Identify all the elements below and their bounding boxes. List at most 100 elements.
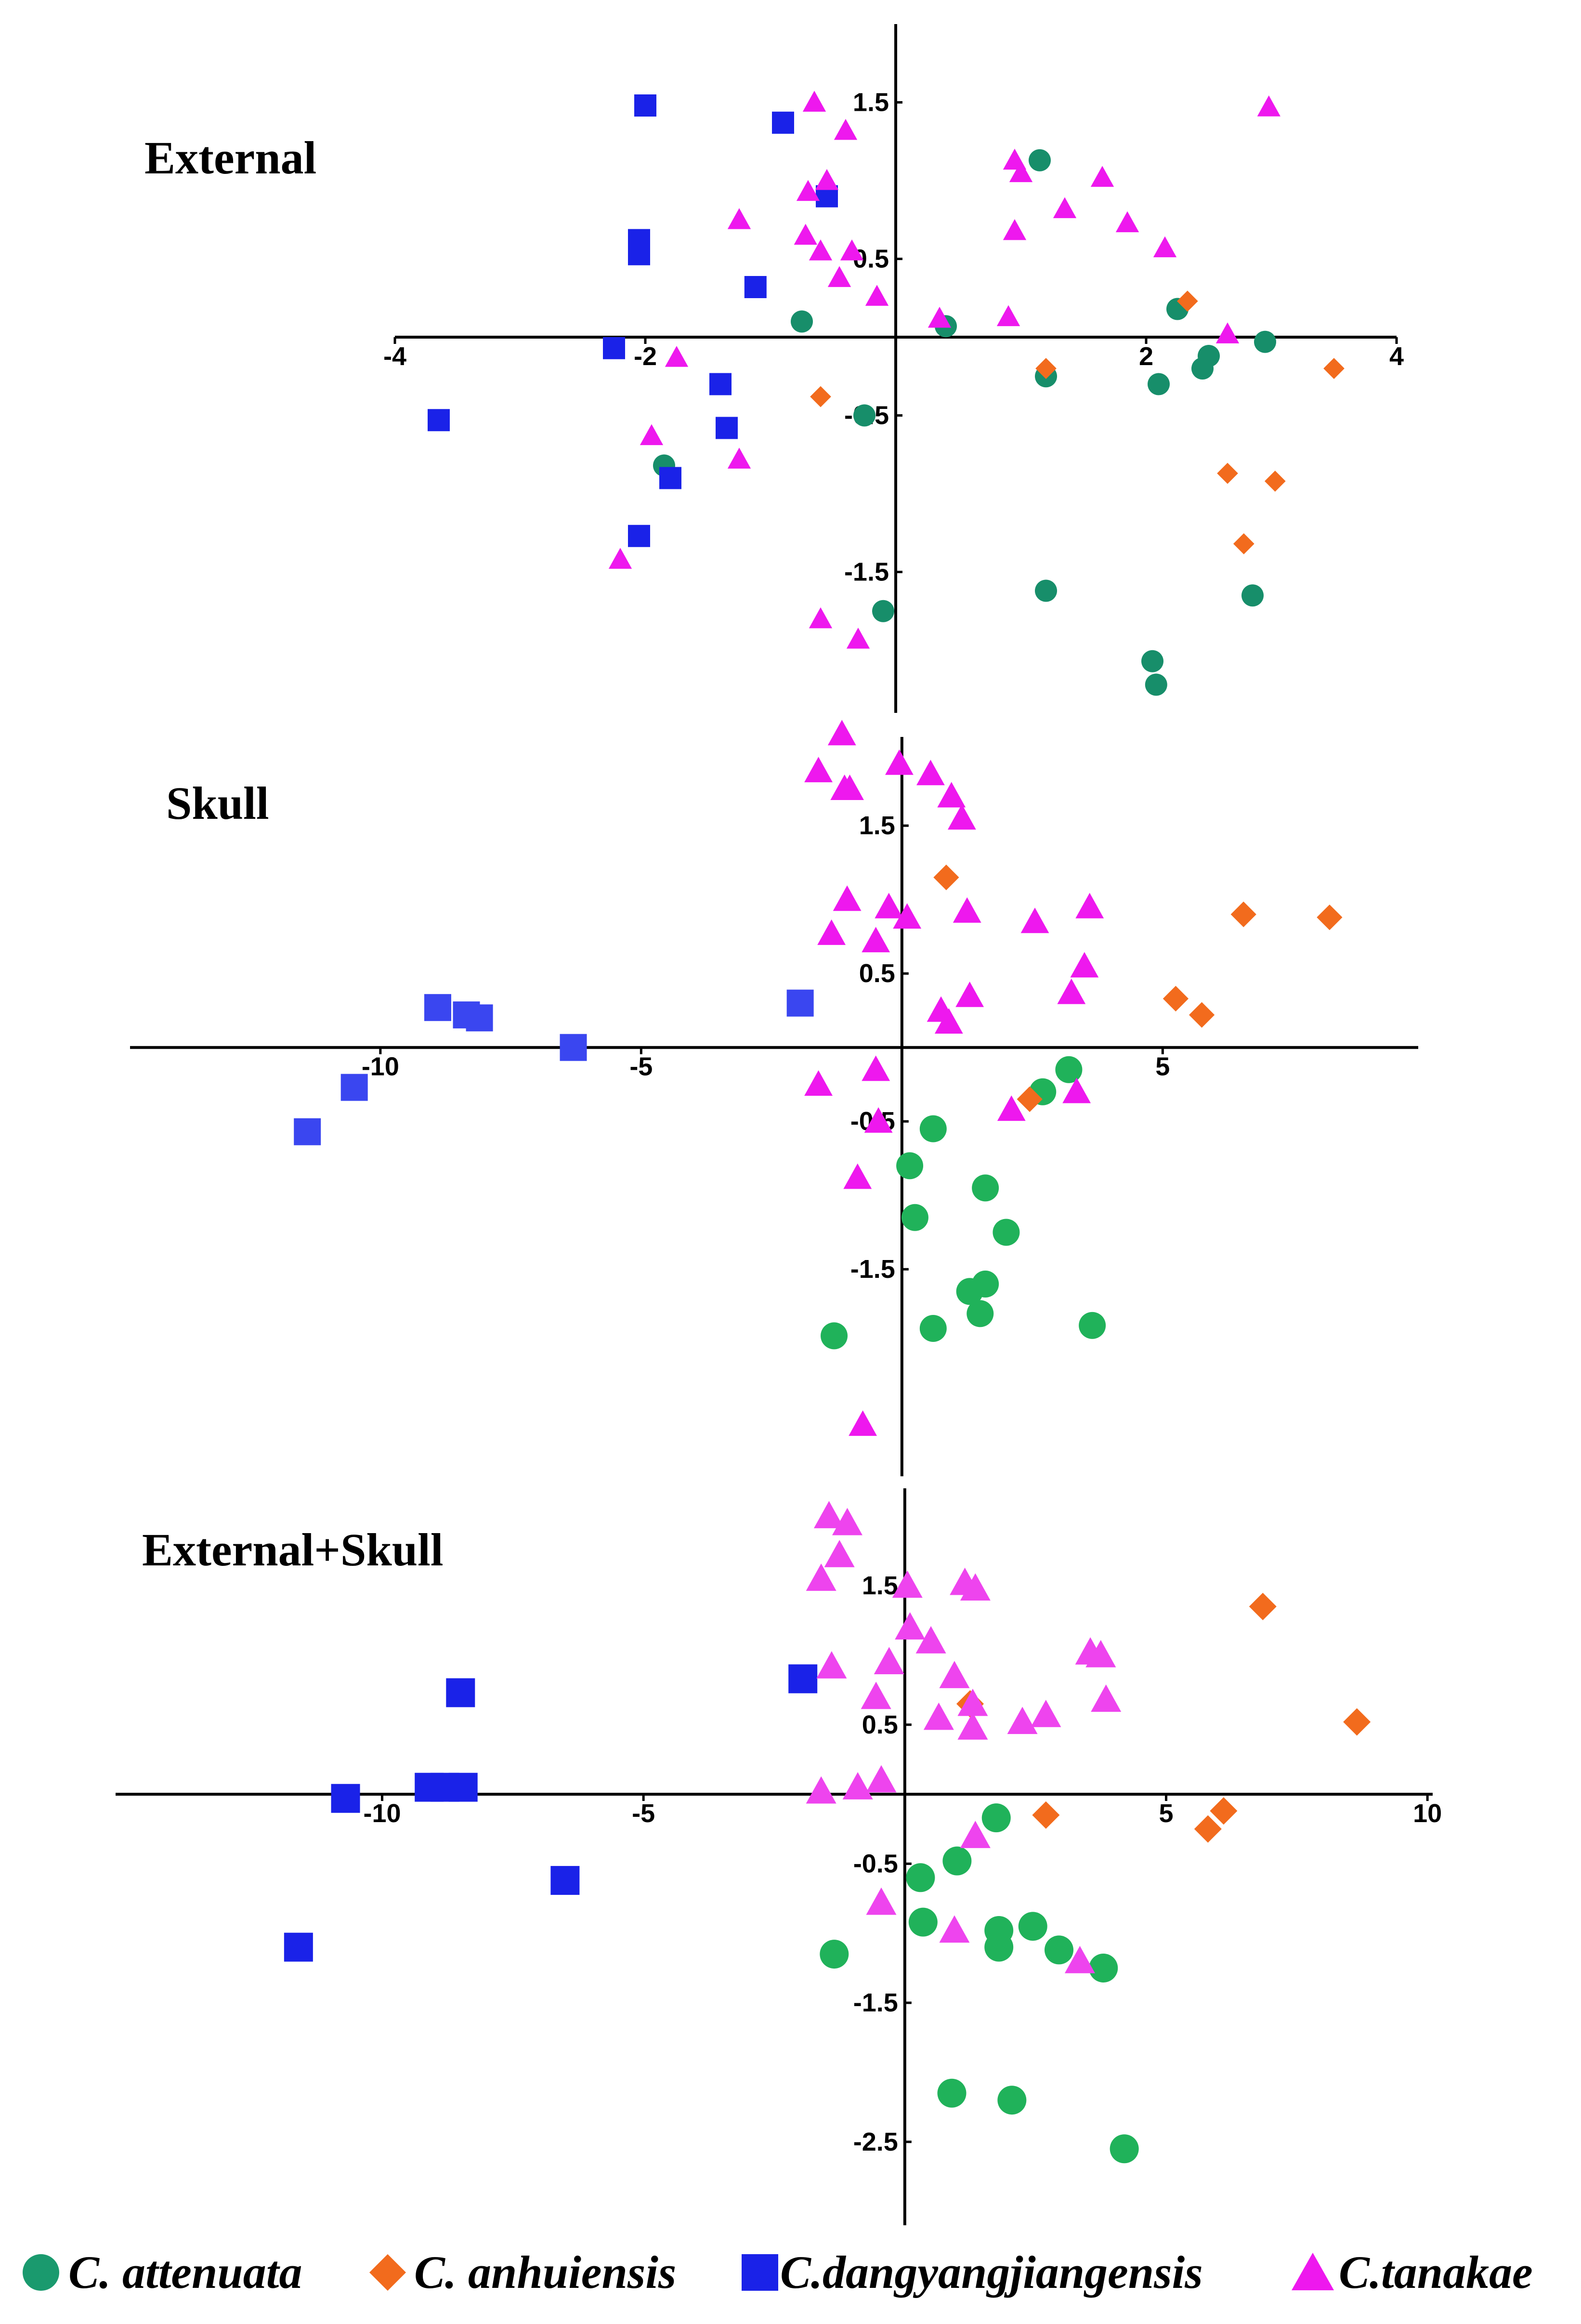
point-triangle-external — [996, 305, 1020, 327]
point-triangle-external — [827, 266, 851, 287]
point-circle-skull — [967, 1300, 994, 1327]
point-square-skull — [466, 1004, 493, 1032]
point-triangle-external — [865, 285, 889, 306]
point-circle-external — [791, 310, 813, 333]
legend-marker-square — [742, 2254, 778, 2291]
y-tick-label: 1.5 — [853, 88, 889, 117]
point-triangle-external-skull — [960, 1821, 991, 1848]
point-triangle-external-skull — [915, 1626, 946, 1654]
point-square-external-skull — [446, 1678, 475, 1707]
point-triangle-external-skull — [960, 1573, 991, 1601]
point-circle-skull — [1055, 1056, 1083, 1083]
x-tick-label: 5 — [1155, 1052, 1170, 1081]
point-diamond-skull — [1189, 1002, 1215, 1028]
point-triangle-skull — [836, 775, 864, 800]
point-circle-external — [1148, 373, 1170, 395]
point-diamond-skull — [933, 865, 959, 891]
point-circle-external — [1029, 149, 1051, 171]
point-circle-external-skull — [906, 1863, 935, 1892]
point-triangle-skull — [1075, 893, 1104, 919]
point-triangle-external-skull — [1085, 1640, 1116, 1668]
point-triangle-external — [1257, 95, 1280, 117]
point-triangle-skull — [817, 919, 846, 945]
point-square-external — [634, 94, 656, 117]
point-triangle-external — [727, 447, 751, 469]
point-circle-external — [1145, 673, 1167, 696]
point-triangle-external-skull — [806, 1776, 836, 1804]
x-tick-label: -4 — [383, 342, 406, 371]
point-triangle-external-skull — [842, 1772, 873, 1799]
point-circle-skull — [821, 1322, 848, 1350]
point-circle-skull — [919, 1115, 947, 1142]
point-triangle-external — [640, 424, 664, 446]
point-square-external — [716, 417, 738, 439]
point-square-external — [603, 337, 625, 359]
point-circle-external — [872, 600, 894, 622]
point-circle-skull — [896, 1152, 924, 1180]
point-triangle-external-skull — [866, 1765, 897, 1793]
y-tick-label: -1.5 — [844, 558, 889, 587]
point-circle-external — [1198, 345, 1220, 367]
x-tick-label: 2 — [1139, 342, 1153, 371]
legend: C. attenuata C. anhuiensis C.dangyangjia… — [23, 2246, 1533, 2298]
point-square-skull — [294, 1118, 321, 1145]
point-square-skull — [424, 994, 451, 1021]
point-square-external — [628, 243, 650, 265]
point-triangle-external-skull — [806, 1563, 836, 1591]
point-diamond-external — [1176, 290, 1198, 312]
point-circle-external-skull — [942, 1846, 972, 1876]
point-circle-skull — [993, 1219, 1020, 1246]
point-circle-external — [1141, 650, 1163, 672]
point-triangle-external-skull — [816, 1651, 847, 1679]
point-triangle-external — [834, 118, 858, 140]
point-diamond-external-skull — [1194, 1815, 1222, 1843]
point-circle-external — [1035, 579, 1057, 602]
panel-skull: Skull -10-551.50.5-0.5-1.5 — [130, 720, 1418, 1476]
point-square-external-skull — [331, 1784, 360, 1813]
point-triangle-external — [802, 91, 826, 112]
point-square-external-skull — [550, 1866, 580, 1895]
point-triangle-external — [809, 239, 833, 261]
point-square-skull — [340, 1074, 368, 1101]
point-triangle-external — [1090, 166, 1114, 187]
point-triangle-external-skull — [832, 1508, 862, 1536]
legend-label-attenuata: C. attenuata — [68, 2246, 302, 2298]
point-circle-skull — [972, 1174, 999, 1202]
point-square-external — [628, 525, 650, 547]
point-square-external — [659, 467, 681, 489]
y-tick-label: 0.5 — [859, 959, 895, 988]
point-triangle-skull — [1057, 978, 1086, 1004]
legend-marker-diamond — [369, 2254, 406, 2291]
point-triangle-external — [796, 180, 820, 201]
point-triangle-external-skull — [1031, 1700, 1061, 1727]
point-circle-skull — [956, 1278, 983, 1305]
point-diamond-external — [1035, 358, 1057, 379]
y-tick-label: -1.5 — [850, 1255, 895, 1284]
point-triangle-external-skull — [1064, 1946, 1095, 1973]
point-triangle-external — [1153, 236, 1177, 258]
point-circle-external-skull — [937, 2078, 967, 2108]
point-diamond-external-skull — [1210, 1797, 1238, 1825]
x-tick-label: 5 — [1159, 1799, 1173, 1828]
point-triangle-skull — [955, 981, 984, 1007]
point-diamond-external — [1217, 462, 1238, 484]
point-circle-external-skull — [1018, 1912, 1047, 1941]
point-diamond-external — [810, 386, 831, 407]
x-tick-label: 10 — [1413, 1799, 1442, 1828]
point-triangle-external — [1009, 161, 1033, 183]
point-triangle-skull — [997, 1095, 1026, 1121]
point-triangle-external-skull — [861, 1681, 891, 1709]
panel-title-external: External — [144, 132, 316, 184]
point-diamond-external-skull — [1032, 1801, 1060, 1829]
point-triangle-external-skull — [939, 1915, 970, 1943]
point-circle-external-skull — [981, 1803, 1011, 1833]
point-triangle-skull — [1020, 907, 1049, 933]
point-triangle-external — [1053, 197, 1077, 218]
x-tick-label: -2 — [634, 342, 657, 371]
x-tick-label: -10 — [362, 1052, 399, 1081]
point-triangle-skull — [947, 804, 976, 830]
point-triangle-skull — [953, 897, 981, 923]
point-circle-external — [1241, 584, 1264, 607]
point-circle-external-skull — [820, 1940, 849, 1969]
